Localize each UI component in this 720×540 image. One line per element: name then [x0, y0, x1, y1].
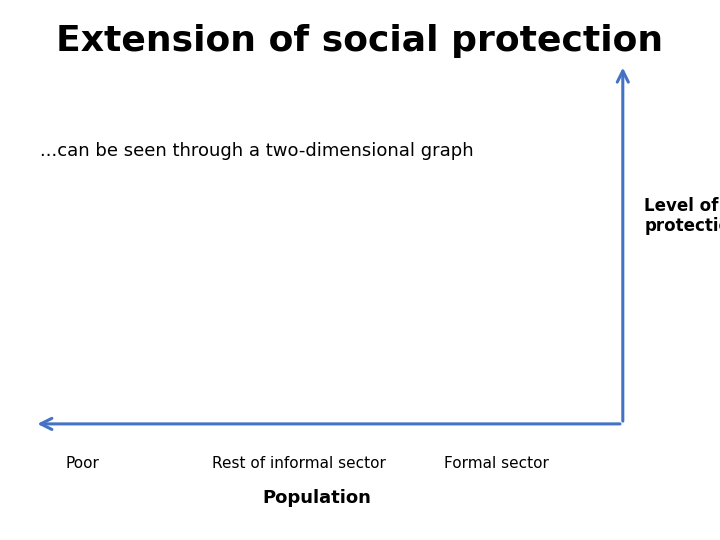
Text: Poor: Poor — [66, 456, 100, 471]
Text: Population: Population — [262, 489, 372, 507]
Text: Extension of social protection: Extension of social protection — [56, 24, 664, 58]
Text: Level of
protection: Level of protection — [644, 197, 720, 235]
Text: Rest of informal sector: Rest of informal sector — [212, 456, 386, 471]
Text: ...can be seen through a two-dimensional graph: ...can be seen through a two-dimensional… — [40, 142, 473, 160]
Text: Formal sector: Formal sector — [444, 456, 549, 471]
